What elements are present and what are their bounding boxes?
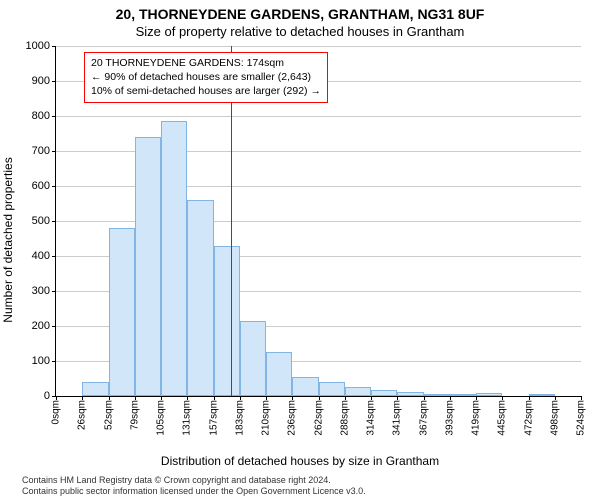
gridline-h bbox=[56, 46, 581, 47]
annotation-line-2: ← 90% of detached houses are smaller (2,… bbox=[91, 70, 321, 84]
ytick-label: 800 bbox=[32, 110, 50, 122]
gridline-h bbox=[56, 116, 581, 117]
ytick-label: 500 bbox=[32, 215, 50, 227]
ytick-mark bbox=[52, 81, 56, 82]
chart-title-line1: 20, THORNEYDENE GARDENS, GRANTHAM, NG31 … bbox=[0, 6, 600, 22]
histogram-bar bbox=[266, 352, 292, 396]
histogram-bar bbox=[240, 321, 266, 396]
xtick-label: 445sqm bbox=[497, 400, 508, 436]
ytick-mark bbox=[52, 116, 56, 117]
xtick-label: 0sqm bbox=[51, 400, 62, 424]
histogram-bar bbox=[424, 394, 450, 396]
ytick-label: 400 bbox=[32, 250, 50, 262]
histogram-bar bbox=[214, 246, 240, 397]
histogram-bar bbox=[135, 137, 161, 396]
ytick-mark bbox=[52, 326, 56, 327]
histogram-bar bbox=[82, 382, 108, 396]
xtick-label: 79sqm bbox=[129, 400, 140, 430]
ytick-mark bbox=[52, 151, 56, 152]
histogram-bar bbox=[397, 392, 423, 396]
ytick-label: 100 bbox=[32, 355, 50, 367]
xtick-label: 393sqm bbox=[444, 400, 455, 436]
histogram-bar bbox=[345, 387, 371, 396]
ytick-label: 900 bbox=[32, 75, 50, 87]
histogram-bar bbox=[109, 228, 135, 396]
footnote-line-2: Contains public sector information licen… bbox=[22, 486, 582, 497]
ytick-mark bbox=[52, 186, 56, 187]
xtick-label: 472sqm bbox=[523, 400, 534, 436]
histogram-bar bbox=[450, 394, 476, 396]
xtick-label: 419sqm bbox=[471, 400, 482, 436]
ytick-label: 300 bbox=[32, 285, 50, 297]
ytick-label: 600 bbox=[32, 180, 50, 192]
xtick-label: 314sqm bbox=[366, 400, 377, 436]
annotation-line-1: 20 THORNEYDENE GARDENS: 174sqm bbox=[91, 56, 321, 70]
histogram-bar bbox=[161, 121, 187, 396]
xtick-label: 236sqm bbox=[287, 400, 298, 436]
chart-container: 20, THORNEYDENE GARDENS, GRANTHAM, NG31 … bbox=[0, 0, 600, 500]
xtick-label: 105sqm bbox=[156, 400, 167, 436]
x-axis-label: Distribution of detached houses by size … bbox=[0, 454, 600, 468]
ytick-mark bbox=[52, 361, 56, 362]
histogram-bar bbox=[187, 200, 213, 396]
histogram-bar bbox=[476, 393, 502, 396]
xtick-label: 183sqm bbox=[234, 400, 245, 436]
ytick-mark bbox=[52, 291, 56, 292]
footnote-line-1: Contains HM Land Registry data © Crown c… bbox=[22, 475, 582, 486]
annotation-line-3: 10% of semi-detached houses are larger (… bbox=[91, 84, 321, 98]
histogram-bar bbox=[371, 390, 397, 396]
y-axis-label: Number of detached properties bbox=[1, 157, 15, 322]
ytick-label: 0 bbox=[44, 390, 50, 402]
xtick-label: 367sqm bbox=[418, 400, 429, 436]
ytick-label: 1000 bbox=[26, 40, 50, 52]
histogram-bar bbox=[319, 382, 345, 396]
xtick-label: 262sqm bbox=[313, 400, 324, 436]
xtick-label: 524sqm bbox=[576, 400, 587, 436]
xtick-label: 210sqm bbox=[261, 400, 272, 436]
reference-annotation-box: 20 THORNEYDENE GARDENS: 174sqm ← 90% of … bbox=[84, 52, 328, 103]
xtick-label: 52sqm bbox=[103, 400, 114, 430]
histogram-bar bbox=[292, 377, 318, 396]
xtick-label: 131sqm bbox=[182, 400, 193, 436]
xtick-label: 498sqm bbox=[549, 400, 560, 436]
footnote: Contains HM Land Registry data © Crown c… bbox=[22, 475, 582, 498]
plot-area: 010020030040050060070080090010000sqm26sq… bbox=[55, 46, 581, 397]
xtick-label: 341sqm bbox=[392, 400, 403, 436]
ytick-mark bbox=[52, 46, 56, 47]
xtick-label: 288sqm bbox=[339, 400, 350, 436]
ytick-mark bbox=[52, 256, 56, 257]
ytick-label: 200 bbox=[32, 320, 50, 332]
xtick-label: 26sqm bbox=[77, 400, 88, 430]
ytick-mark bbox=[52, 221, 56, 222]
chart-title-line2: Size of property relative to detached ho… bbox=[0, 24, 600, 39]
xtick-label: 157sqm bbox=[208, 400, 219, 436]
histogram-bar bbox=[529, 394, 555, 396]
ytick-label: 700 bbox=[32, 145, 50, 157]
